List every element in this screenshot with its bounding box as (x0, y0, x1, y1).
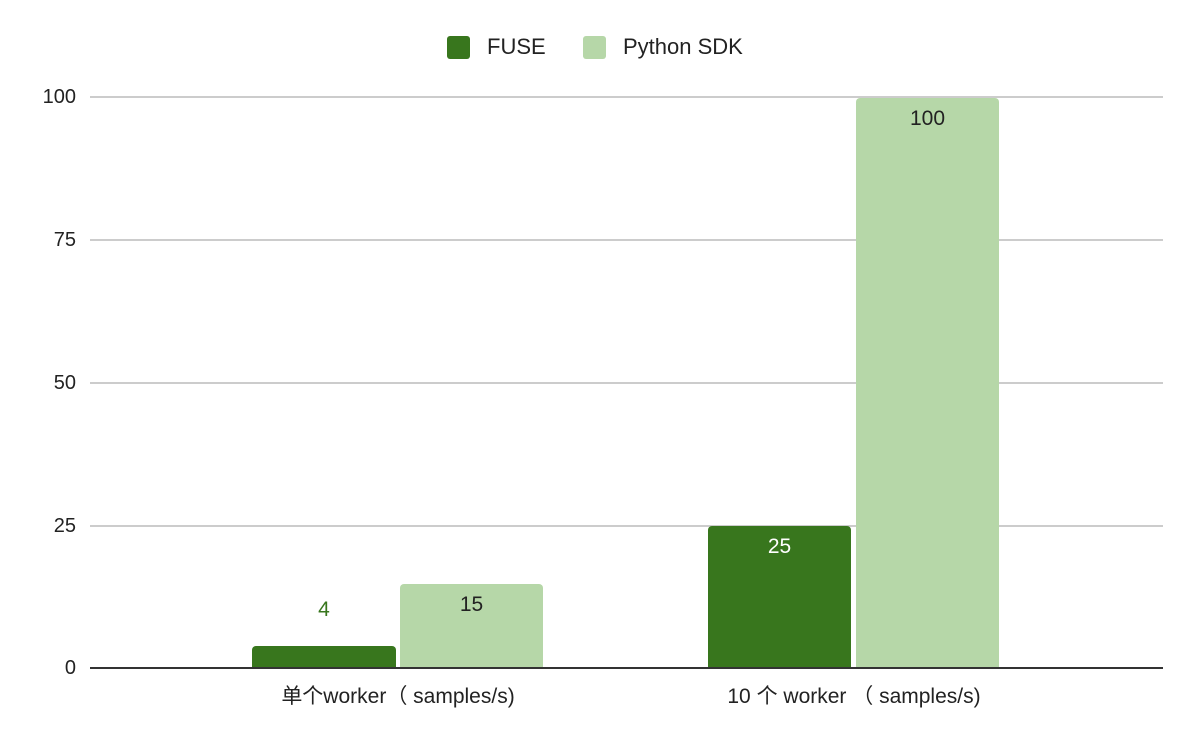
y-tick-0: 0 (64, 657, 76, 679)
legend-item-fuse[interactable]: FUSE (447, 34, 546, 60)
bar-fuse-10-workers[interactable]: 25 (708, 526, 851, 668)
legend-label-fuse: FUSE (487, 34, 546, 59)
legend-item-python-sdk[interactable]: Python SDK (583, 34, 743, 60)
y-tick-25: 25 (53, 515, 76, 537)
y-tick-50: 50 (53, 372, 76, 394)
bar-fuse-single-worker[interactable]: 4 (252, 598, 396, 668)
gridline-25 (90, 525, 1163, 527)
gridline-50 (90, 382, 1163, 384)
legend-swatch-python-sdk (583, 35, 606, 59)
bar-value-label: 25 (767, 535, 792, 558)
bar-value-label: 100 (909, 107, 946, 130)
x-category-label-10-workers: 10 个 worker （ samples/s) (727, 685, 981, 708)
x-axis-line (90, 667, 1163, 669)
y-tick-100: 100 (42, 86, 76, 108)
x-category-label-single-worker: 单个worker（ samples/s) (281, 685, 515, 708)
plot-area: 4 15 25 100 单个worker（ samples/s) 10 个 wo… (90, 0, 1163, 742)
bar-python-sdk-10-workers[interactable]: 100 (856, 98, 999, 668)
gridline-100 (90, 96, 1163, 98)
legend-swatch-fuse (447, 35, 470, 59)
legend-label-python-sdk: Python SDK (623, 34, 743, 59)
chart-legend: FUSE Python SDK (0, 34, 1200, 64)
y-tick-75: 75 (53, 229, 76, 251)
bar-value-label: 15 (459, 593, 484, 616)
gridline-75 (90, 239, 1163, 241)
bar-python-sdk-single-worker[interactable]: 15 (400, 584, 543, 668)
bar-value-label: 4 (318, 598, 330, 621)
